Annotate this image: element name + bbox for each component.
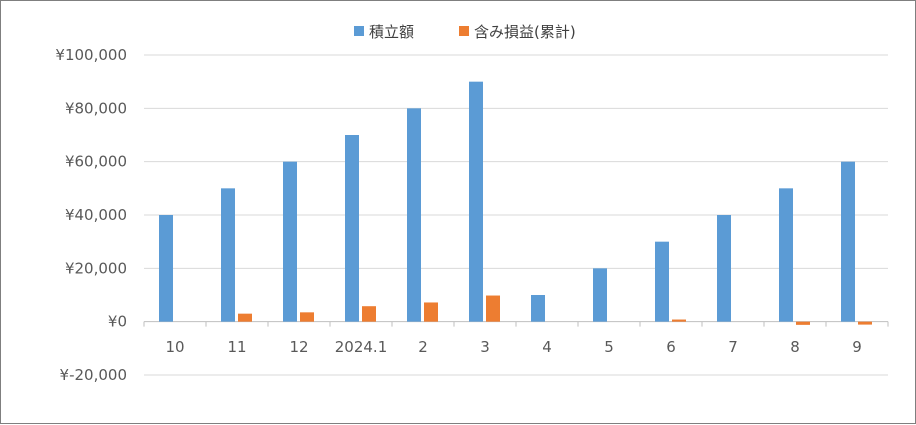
y-tick-label: ¥100,000 bbox=[55, 46, 127, 64]
bar-series-1 bbox=[283, 161, 297, 322]
bar-series-1 bbox=[717, 215, 731, 322]
y-tick-label: ¥-20,000 bbox=[60, 366, 127, 384]
bar-series-1 bbox=[593, 268, 607, 322]
legend: 積立額 含み損益(累計) bbox=[354, 23, 576, 41]
bar-series-1 bbox=[779, 188, 793, 322]
bar-series-1 bbox=[221, 188, 235, 322]
bar-series-2 bbox=[300, 312, 314, 322]
bar-series-1 bbox=[469, 81, 483, 322]
x-tick-label: 2 bbox=[418, 338, 428, 356]
x-tick-label: 10 bbox=[165, 338, 184, 356]
bar-series-1 bbox=[407, 108, 421, 322]
bar-series-1 bbox=[531, 295, 545, 322]
bar-series-2 bbox=[796, 321, 810, 325]
bar-series-1 bbox=[655, 241, 669, 322]
y-tick-label: ¥60,000 bbox=[65, 153, 127, 171]
legend-swatch-series-2 bbox=[459, 26, 469, 36]
legend-swatch-series-1 bbox=[354, 26, 364, 36]
bar-series-2 bbox=[238, 313, 252, 322]
bar-series-2 bbox=[858, 321, 872, 325]
x-tick-label: 6 bbox=[666, 338, 676, 356]
bar-series-1 bbox=[345, 135, 359, 322]
x-tick-label: 3 bbox=[480, 338, 490, 356]
bar-series-2 bbox=[362, 306, 376, 322]
x-tick-label: 5 bbox=[604, 338, 614, 356]
y-tick-label: ¥0 bbox=[108, 313, 127, 331]
bar-series-2 bbox=[424, 302, 438, 322]
x-tick-label: 11 bbox=[227, 338, 246, 356]
legend-label-series-2: 含み損益(累計) bbox=[474, 23, 576, 41]
bar-series-1 bbox=[159, 215, 173, 322]
x-tick-label: 8 bbox=[790, 338, 800, 356]
legend-label-series-1: 積立額 bbox=[369, 23, 414, 41]
x-tick-label: 12 bbox=[289, 338, 308, 356]
x-tick-label: 7 bbox=[728, 338, 738, 356]
x-tick-label: 9 bbox=[852, 338, 862, 356]
bar-series-2 bbox=[486, 295, 500, 322]
y-tick-label: ¥80,000 bbox=[65, 99, 127, 117]
bar-series-2 bbox=[672, 319, 686, 322]
x-tick-label: 4 bbox=[542, 338, 552, 356]
bar-series-1 bbox=[841, 161, 855, 322]
y-tick-label: ¥20,000 bbox=[65, 259, 127, 277]
x-tick-label: 2024.1 bbox=[335, 338, 388, 356]
y-tick-label: ¥40,000 bbox=[65, 206, 127, 224]
